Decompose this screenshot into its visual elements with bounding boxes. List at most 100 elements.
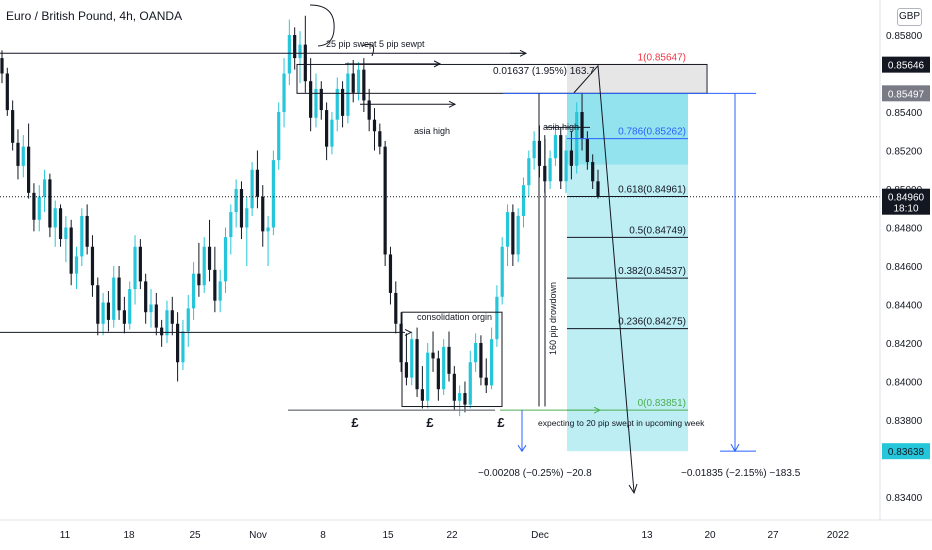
candle-body [197,273,201,286]
candle-body [271,160,275,228]
consolidation-box [401,311,503,408]
projection-path [573,64,635,493]
candle-body [447,346,451,374]
gray-zone [567,64,706,94]
x-tick-label: 25 [189,530,201,541]
candle-body [11,110,15,143]
time-axis: 11 18 25 Nov 8 15 22 Dec 13 20 27 2022 [0,519,932,541]
candle-body [165,310,169,336]
candle-body [468,362,472,405]
y-tick-label: 0.84400 [886,301,923,312]
x-tick-label: 2022 [827,530,850,541]
candle-body [160,327,164,336]
candle-body [250,169,254,209]
pip-swept-arrowhead [433,60,442,68]
candle-body [351,73,355,93]
candle-body [596,181,600,197]
candle-body [69,227,73,274]
candle-body [399,323,403,363]
candle-body [42,179,47,197]
candle-body [106,302,111,320]
currency-button[interactable]: GBP [897,8,922,26]
pound-marker: £ [351,415,359,430]
candle-body [367,100,371,120]
candle-body [234,189,238,213]
candle-body [0,58,4,74]
candle-body [378,131,382,147]
candle-body [277,112,281,161]
measure-right-label: −0.01835 (−2.15%) −183.5 [681,468,801,479]
candle-body [489,339,494,386]
candle-body [37,196,41,220]
candle-body [319,88,323,111]
swept-curve [309,4,335,47]
fib-level-label: 0.236(0.84275) [618,317,686,328]
candle-body [362,69,366,101]
candle-body [96,285,100,324]
candle-body [287,35,291,74]
candle-body [431,352,435,359]
candle-body [356,69,361,93]
candle-body [48,179,52,228]
candle-body [128,289,132,324]
fib-level-label: 0.382(0.84537) [618,266,686,277]
candle-body [154,304,158,328]
price-badge [882,85,930,102]
candle-body [404,362,409,378]
y-tick-label: 0.84800 [886,224,923,235]
candle-body [309,81,313,118]
candle-body [138,246,142,282]
x-tick-label: 27 [767,530,779,541]
asia-high-arrowhead [448,100,457,108]
candle-body [85,215,89,247]
origin-arrowhead [404,328,413,336]
candle-body [298,44,302,59]
candle-body [112,277,116,320]
candle-body [293,35,297,59]
candle-body [117,277,121,311]
candle-body [500,246,504,297]
y-tick-label: 0.84000 [886,378,923,389]
candle-body [261,196,265,232]
candle-body [410,339,414,378]
candle-body [122,310,126,324]
swept-curve-small [361,43,375,57]
pip-swept-25-label: 25 pip swept [326,39,377,49]
top-measure-label: 0.01637 (1.95%) 163.7 [493,66,595,77]
x-tick-label: 20 [704,530,716,541]
candle-body [27,146,31,193]
candle-body [442,346,446,390]
chart-title: Euro / British Pound, 4h, OANDA [6,9,183,23]
candle-body [495,296,499,340]
candle-body [505,212,510,247]
fib-level-label: 0.618(0.84961) [618,185,686,196]
price-badge [882,188,930,215]
candle-body [186,308,190,332]
pound-marker: £ [426,415,434,430]
fib-level-label: 0(0.83851) [638,398,686,409]
price-badge [882,443,930,460]
candle-body [474,343,478,363]
y-tick-label: 0.84200 [886,339,923,350]
candle-body [511,212,515,255]
price-badge-label: 0.83638 [888,447,925,458]
y-tick-label: 0.85200 [886,147,923,158]
candle-body [420,389,424,401]
candle-body [32,192,36,220]
price-badge-label: 0.85497 [888,89,925,100]
candle-body [415,339,419,390]
y-tick-label: 0.83400 [886,493,923,504]
zones-layer [567,64,706,452]
candle-body [170,310,174,324]
x-tick-label: Nov [249,530,267,541]
candle-body [452,373,456,401]
x-tick-label: 18 [123,530,135,541]
candle-body [426,352,430,401]
y-tick-label: 0.85400 [886,108,923,119]
candle-body [372,119,377,132]
candle-body [223,237,228,282]
candle-body [144,281,148,313]
candle-body [521,185,526,216]
candle-body [340,88,345,116]
